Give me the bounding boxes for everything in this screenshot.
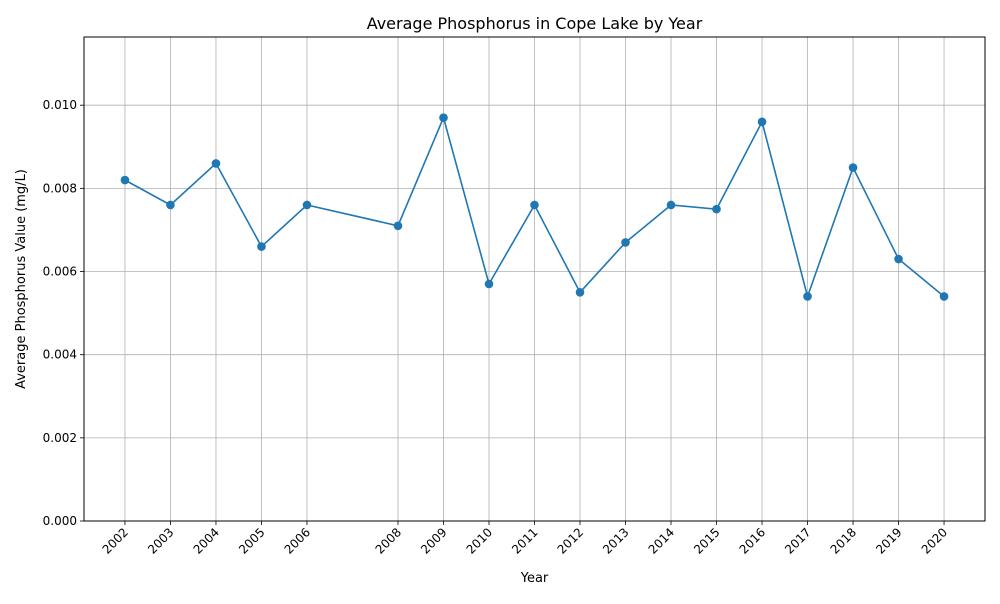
y-axis-label: Average Phosphorus Value (mg/L) — [14, 169, 29, 389]
y-tick-label: 0.004 — [43, 348, 77, 362]
chart-title: Average Phosphorus in Cope Lake by Year — [367, 14, 703, 33]
series-line — [124, 115, 945, 300]
data-point — [757, 117, 767, 127]
data-point — [120, 175, 130, 185]
data-point — [211, 159, 221, 168]
data-point — [803, 292, 812, 301]
data-point — [894, 254, 903, 264]
data-point — [666, 200, 676, 210]
y-tick-label: 0.002 — [43, 431, 77, 445]
data-point — [575, 288, 585, 297]
data-point — [439, 113, 448, 122]
y-tick-label: 0.000 — [43, 514, 77, 528]
data-point — [166, 200, 175, 210]
grid — [84, 37, 985, 522]
data-point — [257, 242, 266, 251]
data-point — [712, 204, 721, 214]
data-point — [939, 292, 949, 301]
y-tick-label: 0.006 — [43, 265, 77, 279]
data-point — [848, 163, 858, 172]
data-point — [484, 279, 494, 289]
x-axis-label: Year — [520, 571, 549, 586]
y-tick-label: 0.008 — [43, 181, 77, 195]
data-point — [621, 238, 630, 247]
data-point — [530, 200, 539, 210]
series — [120, 113, 949, 301]
y-tick-label: 0.010 — [43, 98, 77, 112]
data-point — [393, 221, 403, 231]
data-point — [302, 200, 312, 210]
